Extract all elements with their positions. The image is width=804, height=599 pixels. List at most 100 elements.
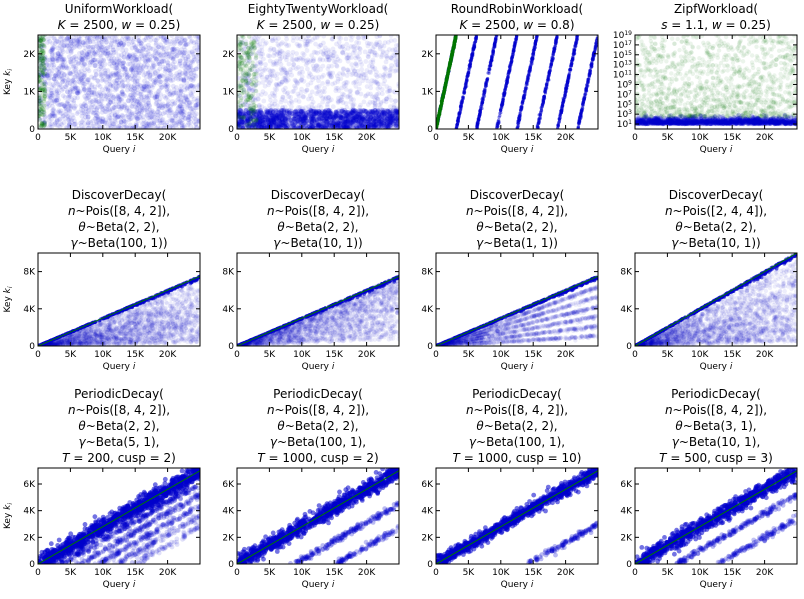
scatter-point <box>137 108 143 113</box>
scatter-point <box>372 50 378 56</box>
panel-title-line: K = 2500, w = 0.25) <box>257 18 380 32</box>
scatter-point <box>103 70 108 76</box>
scatter-point <box>79 119 85 125</box>
scatter-point <box>92 84 98 90</box>
scatter-point <box>113 85 119 91</box>
scatter-point <box>130 101 136 106</box>
scatter-point <box>172 101 177 107</box>
scatter-point <box>141 63 147 68</box>
scatter-point <box>193 35 198 39</box>
scatter-point <box>100 103 105 109</box>
scatter-point <box>139 103 145 109</box>
scatter-point <box>52 52 58 57</box>
scatter-point <box>164 81 170 87</box>
scatter-point <box>65 107 71 113</box>
scatter-point <box>97 53 103 58</box>
scatter-point <box>119 52 124 58</box>
scatter-point <box>80 104 85 110</box>
scatter-point <box>161 46 167 52</box>
scatter-point <box>147 74 153 80</box>
scatter-point <box>78 77 84 82</box>
scatter-point <box>396 63 399 69</box>
new-key-point <box>239 35 244 38</box>
scatter-point <box>161 125 167 129</box>
scatter-point <box>313 50 319 55</box>
scatter-point <box>164 84 170 90</box>
scatter-point <box>163 78 169 84</box>
scatter-point <box>92 63 98 68</box>
scatter-point <box>67 81 73 86</box>
scatter-point <box>191 108 197 114</box>
scatter-point <box>74 42 80 48</box>
new-key-point <box>251 40 256 45</box>
scatter-point <box>50 46 55 52</box>
scatter-point <box>107 78 112 84</box>
scatter-point <box>138 102 144 107</box>
scatter-point <box>322 85 327 91</box>
scatter-point <box>133 56 138 62</box>
scatter-point <box>87 87 93 93</box>
scatter-point <box>98 94 104 100</box>
scatter-point <box>91 44 96 50</box>
scatter-point <box>138 89 144 95</box>
scatter-point <box>66 121 72 127</box>
scatter-point <box>150 35 156 38</box>
scatter-point <box>137 99 142 105</box>
scatter-point <box>108 42 114 48</box>
scatter-point <box>372 118 378 124</box>
scatter-point <box>167 91 173 97</box>
scatter-point <box>142 87 147 92</box>
scatter-point <box>85 77 90 83</box>
scatter-point <box>137 101 143 107</box>
scatter-point <box>89 59 95 65</box>
scatter-point <box>99 39 104 45</box>
new-key-point <box>250 77 255 82</box>
scatter-point <box>82 39 88 44</box>
new-key-point <box>237 67 241 72</box>
scatter-point <box>190 51 196 57</box>
scatter-point <box>61 65 67 71</box>
scatter-point <box>108 83 114 89</box>
scatter-point <box>78 106 84 112</box>
scatter-point <box>107 115 113 121</box>
scatter-point <box>155 124 161 129</box>
scatter-point <box>170 61 176 67</box>
scatter-point <box>101 90 106 96</box>
scatter-point <box>160 111 166 117</box>
scatter-point <box>128 36 134 41</box>
scatter-point <box>158 82 163 88</box>
scatter-point <box>116 63 122 68</box>
scatter-point <box>177 41 183 47</box>
scatter-point <box>155 92 161 97</box>
scatter-point <box>105 68 111 73</box>
scatter-point <box>38 42 44 48</box>
scatter-point <box>285 73 291 78</box>
scatter-point <box>274 71 280 77</box>
scatter-point <box>71 37 77 43</box>
chart-panel: RoundRobinWorkload(K = 2500, w = 0.8)0 5K… <box>421 2 599 155</box>
scatter-point <box>136 96 142 102</box>
scatter-point <box>129 103 135 109</box>
scatter-point <box>128 92 134 98</box>
scatter-point <box>187 71 193 76</box>
scatter-point <box>129 67 134 73</box>
scatter-point <box>336 99 342 105</box>
scatter-point <box>84 35 90 41</box>
scatter-point <box>181 109 187 114</box>
scatter-point <box>186 75 192 81</box>
scatter-point <box>181 77 187 83</box>
scatter-point <box>171 46 177 52</box>
scatter-point <box>53 120 58 126</box>
scatter-point <box>100 107 106 113</box>
x-tick-label: 0 <box>35 133 41 143</box>
scatter-point <box>194 105 200 111</box>
scatter-point <box>137 91 143 97</box>
scatter-point <box>136 75 141 81</box>
scatter-point <box>49 121 55 127</box>
new-key-point <box>249 67 254 73</box>
scatter-point <box>344 41 350 47</box>
scatter-point <box>81 110 87 116</box>
scatter-point <box>177 61 182 67</box>
scatter-point <box>104 53 110 59</box>
scatter-point <box>370 57 376 63</box>
